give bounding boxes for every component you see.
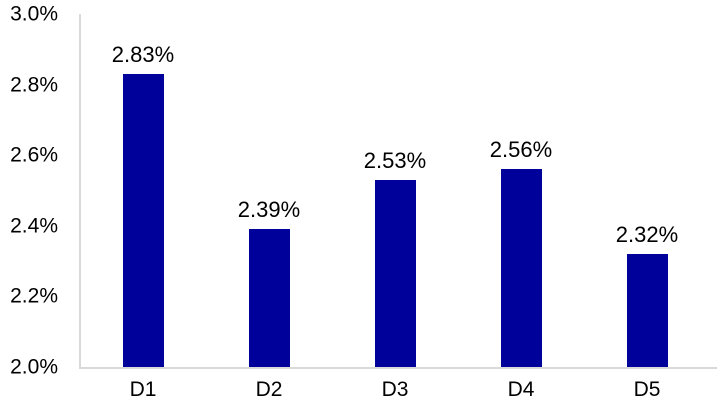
bar-d1 [122, 74, 164, 367]
y-axis-line [79, 14, 81, 367]
value-label-d5: 2.32% [615, 222, 679, 247]
bar-d3 [374, 180, 416, 367]
bar-d4 [500, 169, 542, 367]
x-tick-label-d4: D4 [507, 378, 535, 401]
value-label-d1: 2.83% [111, 42, 175, 67]
x-axis-line [79, 367, 717, 369]
y-tick-label: 2.8% [10, 73, 58, 97]
y-tick-label: 2.2% [10, 284, 58, 308]
x-tick-label-d5: D5 [633, 378, 661, 401]
y-tick-label: 2.0% [10, 355, 58, 379]
bar-d2 [248, 229, 290, 367]
value-label-d3: 2.53% [363, 148, 427, 173]
y-tick-label: 3.0% [10, 2, 58, 26]
bar-d5 [626, 254, 668, 367]
value-label-d4: 2.56% [489, 137, 553, 162]
value-label-d2: 2.39% [237, 197, 301, 222]
y-tick-label: 2.6% [10, 143, 58, 167]
x-tick-label-d3: D3 [381, 378, 409, 401]
x-tick-label-d2: D2 [255, 378, 283, 401]
x-tick-label-d1: D1 [129, 378, 157, 401]
y-tick-label: 2.4% [10, 214, 58, 238]
